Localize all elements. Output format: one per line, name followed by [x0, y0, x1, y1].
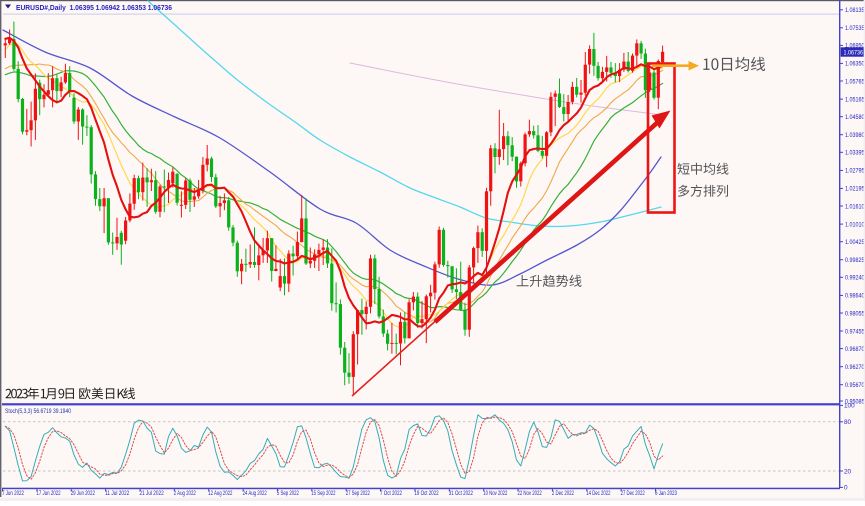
svg-text:14 Dec 2022: 14 Dec 2022: [586, 491, 611, 497]
svg-text:7 Jun 2022: 7 Jun 2022: [2, 491, 24, 497]
svg-text:6 Jan 2023: 6 Jan 2023: [655, 491, 677, 497]
svg-text:10 Nov 2022: 10 Nov 2022: [483, 491, 508, 497]
svg-text:27 Dec 2022: 27 Dec 2022: [621, 491, 646, 497]
svg-text:0.98640: 0.98640: [845, 293, 865, 300]
svg-text:1.07535: 1.07535: [845, 25, 865, 32]
svg-text:31 Oct 2022: 31 Oct 2022: [449, 491, 474, 497]
svg-text:0.96870: 0.96870: [845, 346, 865, 353]
svg-text:1.01010: 1.01010: [845, 221, 865, 228]
svg-text:0.95085: 0.95085: [845, 398, 865, 405]
svg-text:1.06950: 1.06950: [845, 43, 865, 50]
svg-text:0.99240: 0.99240: [845, 275, 865, 282]
svg-text:19 Oct 2022: 19 Oct 2022: [414, 491, 439, 497]
svg-text:1.04580: 1.04580: [845, 114, 865, 121]
svg-text:0.98055: 0.98055: [845, 310, 865, 317]
svg-text:20: 20: [844, 468, 852, 475]
svg-text:15 Sep 2022: 15 Sep 2022: [311, 491, 336, 497]
svg-text:1.03395: 1.03395: [845, 150, 865, 157]
svg-text:1.03980: 1.03980: [845, 132, 865, 139]
svg-text:22 Nov 2022: 22 Nov 2022: [518, 491, 543, 497]
svg-text:29 Jun 2022: 29 Jun 2022: [71, 491, 96, 497]
svg-text:1.06350: 1.06350: [845, 61, 865, 68]
svg-text:Stoch(5,3,3) 56.6719 39.1940: Stoch(5,3,3) 56.6719 39.1940: [5, 409, 72, 415]
svg-text:0.96270: 0.96270: [845, 364, 865, 371]
svg-text:1.06736: 1.06736: [844, 49, 864, 56]
svg-text:1.01610: 1.01610: [845, 203, 865, 210]
svg-text:1.08135: 1.08135: [845, 7, 865, 14]
svg-text:5 Sep 2022: 5 Sep 2022: [277, 491, 299, 497]
svg-text:27 Sep 2022: 27 Sep 2022: [346, 491, 371, 497]
svg-text:12 Aug 2022: 12 Aug 2022: [208, 491, 233, 497]
svg-text:24 Aug 2022: 24 Aug 2022: [243, 491, 268, 497]
svg-text:11 Jul 2022: 11 Jul 2022: [105, 491, 130, 497]
svg-text:17 Jun 2022: 17 Jun 2022: [36, 491, 61, 497]
svg-text:2 Dec 2022: 2 Dec 2022: [552, 491, 574, 497]
svg-text:EURUSD#,Daily 1.06395 1.06942: EURUSD#,Daily 1.06395 1.06942 1.06353 1.…: [16, 3, 172, 12]
svg-text:100: 100: [844, 403, 855, 410]
svg-text:21 Jul 2022: 21 Jul 2022: [140, 491, 165, 497]
svg-text:1.02195: 1.02195: [845, 186, 865, 193]
svg-text:0.99825: 0.99825: [845, 257, 865, 264]
svg-text:1.05165: 1.05165: [845, 96, 865, 103]
svg-text:0: 0: [844, 485, 848, 492]
svg-text:1.05765: 1.05765: [845, 78, 865, 85]
svg-text:0.97455: 0.97455: [845, 328, 865, 335]
svg-text:2 Aug 2022: 2 Aug 2022: [174, 491, 196, 497]
svg-text:80: 80: [844, 419, 852, 426]
svg-text:1.00425: 1.00425: [845, 239, 865, 246]
svg-text:1.02795: 1.02795: [845, 168, 865, 175]
svg-text:0.95670: 0.95670: [845, 382, 865, 389]
svg-text:7 Oct 2022: 7 Oct 2022: [380, 491, 402, 497]
